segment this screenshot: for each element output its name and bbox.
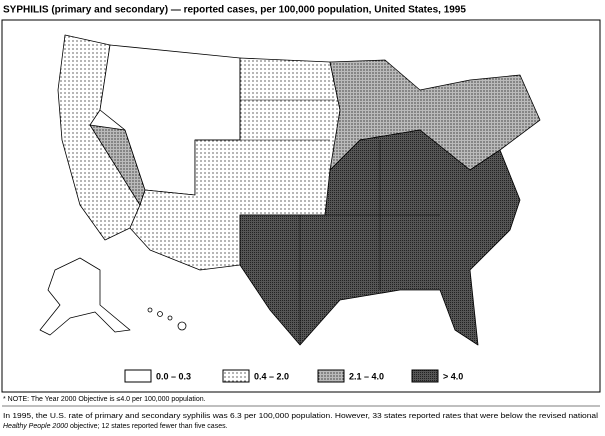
legend-label: > 4.0 (443, 371, 463, 381)
note: * NOTE: The Year 2000 Objective is ≤4.0 … (3, 396, 206, 403)
alaska (39, 257, 131, 336)
legend-swatch (124, 369, 152, 383)
footer-line: In 1995, the U.S. rate of primary and se… (3, 413, 599, 420)
map-frame (1, 19, 601, 393)
us-map (39, 34, 541, 346)
legend: 0.0 – 0.3 0.4 – 2.0 2.1 – 4.0 > 4.0 (124, 369, 463, 383)
legend-swatch (222, 369, 250, 383)
footer-rest: objective; 12 states reported fewer than… (68, 423, 228, 430)
legend-swatch (317, 369, 345, 383)
legend-label: 2.1 – 4.0 (349, 371, 384, 381)
legend-label: 0.0 – 0.3 (156, 371, 191, 381)
title: SYPHILIS (primary and secondary) — repor… (3, 5, 466, 16)
footer-italic: Healthy People 2000 (3, 423, 68, 430)
hawaii (147, 307, 187, 331)
legend-label: 0.4 – 2.0 (254, 371, 289, 381)
footer-line: Healthy People 2000 objective; 12 states… (3, 423, 228, 430)
legend-swatch (411, 369, 439, 383)
